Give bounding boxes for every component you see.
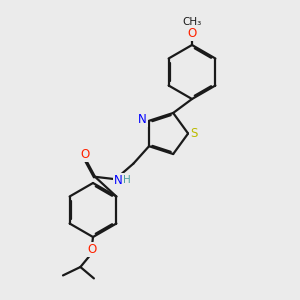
Text: O: O [188,27,196,40]
Text: N: N [138,113,147,126]
Text: N: N [114,174,123,187]
Text: H: H [123,176,131,185]
Text: O: O [87,243,96,256]
Text: O: O [80,148,90,161]
Text: S: S [190,127,198,140]
Text: CH₃: CH₃ [182,16,202,27]
